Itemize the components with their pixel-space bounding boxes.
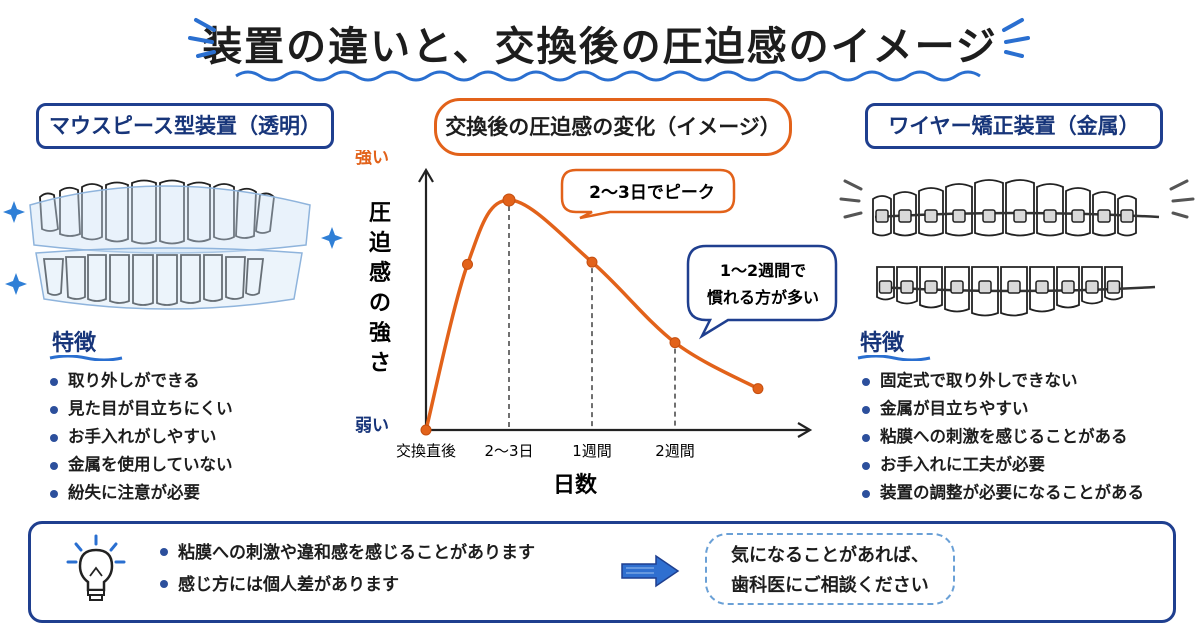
y-axis-label-char: 感	[369, 260, 391, 286]
feature-item: 粘膜への刺激を感じることがある	[860, 423, 1190, 451]
note-item: 感じ方には個人差があります	[158, 569, 618, 601]
chart-points	[420, 193, 764, 436]
bracket	[1097, 209, 1111, 223]
advice-line2: 歯科医にご相談ください	[731, 575, 929, 596]
wire-braces-features: 固定式で取り外しできない 金属が目立ちやすい 粘膜への刺激を感じることがある お…	[860, 367, 1190, 507]
title-accent-lines-left	[188, 18, 216, 58]
y-low-label: 弱い	[355, 416, 389, 436]
feature-item: 金属が目立ちやすい	[860, 395, 1190, 423]
wire-braces-illustration	[839, 179, 1195, 317]
bracket	[982, 209, 996, 223]
sparkle-icon	[3, 201, 343, 295]
chart-axes	[418, 167, 813, 438]
clear-aligner-label: マウスピース型装置（透明）	[36, 103, 334, 149]
bracket	[1071, 209, 1085, 223]
title-accent-lines-right	[1002, 18, 1030, 58]
data-point	[420, 424, 432, 436]
feature-item: 取り外しができる	[48, 367, 368, 395]
data-point	[586, 256, 598, 268]
title-decoration	[188, 18, 1030, 82]
bracket	[1085, 280, 1099, 294]
bracket	[1106, 280, 1121, 294]
bracket	[898, 209, 912, 223]
note-item: 粘膜への刺激や違和感を感じることがあります	[158, 537, 618, 569]
lower-aligner-tray	[35, 247, 303, 310]
bracket	[1061, 280, 1075, 294]
x-tick-label: 交換直後	[396, 442, 456, 460]
lightbulb-icon	[66, 534, 126, 601]
feature-item: 装置の調整が必要になることがある	[860, 479, 1190, 507]
feature-item: お手入れがしやすい	[48, 423, 368, 451]
feature-item: 金属を使用していない	[48, 451, 368, 479]
bracket	[1007, 280, 1021, 294]
y-axis-label-char: さ	[369, 351, 391, 376]
upper-tooth	[1005, 179, 1035, 237]
bracket	[924, 280, 938, 294]
x-tick-label: 1週間	[572, 442, 612, 460]
wire-braces-label: ワイヤー矯正装置（金属）	[865, 103, 1163, 149]
lower-teeth	[42, 254, 265, 306]
y-high-label: 強い	[355, 150, 389, 168]
x-axis-arrow	[797, 422, 813, 438]
arrow-right-icon	[621, 554, 680, 588]
advice-box: 気になることがあれば、 歯科医にご相談ください	[705, 533, 955, 605]
chart-title: 交換後の圧迫感の変化（イメージ）	[434, 98, 792, 156]
y-axis-label-char: の	[369, 291, 391, 316]
chart-guides	[508, 206, 676, 430]
page-title: 装置の違いと、交換後の圧迫感のイメージ	[202, 24, 998, 70]
bracket	[978, 280, 992, 294]
adapt-callout-line2: 慣れる方が多い	[706, 288, 819, 307]
y-axis-arrow	[418, 167, 434, 183]
data-point	[752, 383, 764, 395]
bracket	[1043, 209, 1057, 223]
title-wave-underline	[235, 70, 981, 82]
bracket	[1013, 209, 1027, 223]
data-point	[502, 193, 516, 207]
bracket	[1035, 280, 1049, 294]
feature-item: 見た目が目立ちにくい	[48, 395, 368, 423]
x-axis-label: 日数	[553, 472, 598, 498]
advice-line1: 気になることがあれば、	[731, 545, 929, 566]
heading-underline	[857, 355, 931, 361]
data-point	[462, 258, 473, 270]
feature-item: 固定式で取り外しできない	[860, 367, 1190, 395]
clear-aligner-features: 取り外しができる 見た目が目立ちにくい お手入れがしやすい 金属を使用していない…	[48, 367, 368, 507]
y-axis-label-char: 強	[369, 320, 391, 346]
upper-teeth	[39, 179, 275, 245]
notes-list: 粘膜への刺激や違和感を感じることがあります 感じ方には個人差があります	[158, 537, 618, 601]
brackets	[875, 209, 1134, 294]
x-tick-label: 2〜3日	[484, 442, 533, 460]
clear-aligner-features-heading: 特徴	[52, 331, 97, 356]
bracket	[1120, 209, 1134, 223]
bracket	[875, 209, 889, 223]
upper-tooth	[974, 179, 1004, 237]
y-axis-label-char: 圧	[369, 201, 391, 226]
x-tick-label: 2週間	[655, 442, 695, 460]
adapt-callout-bubble: 1〜2週間で 慣れる方が多い	[686, 244, 838, 340]
bracket	[952, 209, 966, 223]
bracket	[900, 280, 914, 294]
bracket	[924, 209, 938, 223]
bracket	[878, 280, 893, 294]
y-axis-label-char: 迫	[368, 230, 392, 256]
feature-item: お手入れに工夫が必要	[860, 451, 1190, 479]
peak-callout-text: 2〜3日でピーク	[589, 183, 715, 203]
peak-callout-bubble: 2〜3日でピーク	[560, 168, 736, 220]
adapt-callout-line1: 1〜2週間で	[720, 261, 806, 280]
bracket	[950, 280, 964, 294]
upper-aligner-tray	[29, 185, 311, 254]
heading-underline	[49, 355, 123, 361]
clear-aligner-illustration	[3, 179, 343, 310]
chart-tick-labels: 交換直後 2〜3日 1週間 2週間	[396, 442, 695, 460]
feature-item: 紛失に注意が必要	[48, 479, 368, 507]
data-point	[669, 337, 681, 349]
motion-lines-icon	[839, 179, 1195, 219]
notes-panel	[28, 521, 1176, 623]
wire-braces-features-heading: 特徴	[860, 331, 905, 356]
